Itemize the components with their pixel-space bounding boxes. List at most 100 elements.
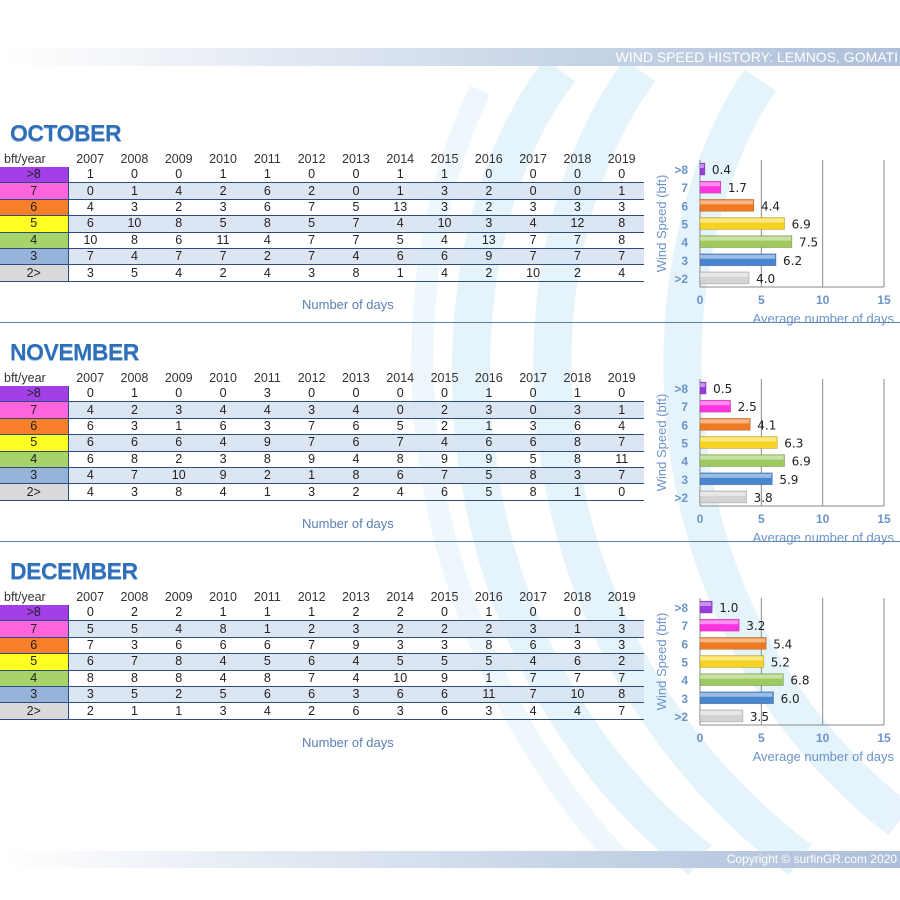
table-cell: 1 (289, 605, 334, 622)
bft-label: 7 (0, 620, 69, 638)
table-cell: 2 (200, 264, 246, 282)
bft-label: 4 (0, 670, 69, 687)
table-cell: 2 (378, 620, 423, 638)
data-label: 7.5 (799, 236, 818, 250)
bar-highlight (700, 473, 772, 478)
table-cell: 4 (156, 620, 201, 638)
table-cell: 0 (599, 483, 644, 501)
table-cell: 5 (466, 467, 511, 485)
table-cell: 8 (245, 670, 290, 687)
table-cell: 2 (68, 702, 113, 720)
table-cell: 4 (68, 467, 113, 485)
y-tick-label: 5 (681, 437, 688, 451)
y-tick-label: 3 (681, 254, 688, 268)
year-header: 2008 (120, 371, 149, 385)
table-cell: 11 (200, 232, 246, 249)
data-label: 5.2 (771, 656, 790, 670)
table-cell: 4 (378, 215, 423, 233)
data-label: 6.0 (781, 692, 800, 706)
bar-highlight (700, 272, 749, 277)
y-tick-label: 5 (681, 218, 688, 232)
table-cell: 0 (555, 182, 600, 200)
table-cell: 4 (555, 702, 600, 720)
table-cell: 0 (510, 401, 556, 419)
table-cell: 9 (333, 637, 379, 655)
table-cell: 8 (112, 670, 157, 687)
bar (699, 655, 765, 668)
table-cell: 7 (510, 232, 556, 249)
x-tick-label: 0 (697, 731, 704, 745)
bar (699, 235, 793, 248)
table-cell: 7 (200, 248, 246, 266)
table-cell: 0 (599, 386, 644, 403)
table-cell: 6 (68, 653, 113, 671)
bar (699, 253, 777, 267)
table-cell: 9 (245, 434, 290, 452)
table-cell: 6 (245, 182, 290, 200)
table-cell: 5 (68, 620, 113, 638)
bar-highlight (700, 218, 784, 223)
bft-year-header: bft/year (4, 590, 46, 604)
table-cell: 0 (510, 386, 556, 403)
year-header: 2019 (607, 371, 636, 385)
table-cell: 3 (68, 686, 113, 704)
table-cell: 6 (289, 686, 334, 704)
bar-highlight (700, 401, 730, 406)
y-tick-label: 3 (681, 473, 688, 487)
table-cell: 7 (510, 248, 556, 266)
table-cell: 6 (510, 637, 556, 655)
bar (699, 472, 773, 486)
month-title: NOVEMBER (10, 339, 139, 365)
table-cell: 0 (156, 386, 201, 403)
y-tick-label: 6 (681, 199, 688, 213)
table-cell: 8 (112, 232, 157, 249)
table-cell: 0 (555, 605, 600, 622)
table-cell: 5 (466, 483, 511, 501)
bar-highlight (700, 383, 706, 388)
table-cell: 1 (245, 620, 290, 638)
table-cell: 7 (422, 467, 467, 485)
table-cell: 8 (599, 232, 644, 249)
bft-label: 7 (0, 182, 69, 200)
table-row: 3 4 7 10 9 2 1 8 6 7 5 8 3 7 (0, 467, 644, 485)
table-cell: 2 (112, 605, 157, 622)
year-header: 2017 (519, 152, 548, 166)
table-cell: 4 (68, 199, 113, 217)
table-cell: 7 (289, 199, 334, 217)
year-header: 2012 (297, 371, 326, 385)
table-cell: 1 (555, 386, 600, 403)
year-header: 2008 (120, 590, 149, 604)
bar-highlight (700, 491, 746, 496)
table-cell: 0 (112, 167, 157, 184)
data-label: 0.4 (712, 163, 731, 177)
table-cell: 7 (333, 215, 379, 233)
table-cell: 4 (378, 483, 423, 501)
table-cell: 7 (289, 637, 334, 655)
table-cell: 8 (333, 467, 379, 485)
days-table: bft/year 2007 2008 2009 2010 2011 2012 2013 2014… (0, 370, 644, 501)
data-label: 6.2 (783, 254, 802, 268)
table-cell: 10 (156, 467, 201, 485)
x-tick-label: 15 (877, 512, 891, 526)
month-title: OCTOBER (10, 120, 122, 146)
table-cell: 1 (112, 702, 157, 720)
table-cell: 8 (555, 451, 600, 468)
table-cell: 4 (200, 434, 246, 452)
table-cell: 9 (422, 451, 467, 468)
table-cell: 8 (156, 670, 201, 687)
month-section-november: NOVEMBER bft/year 2007 2008 2009 2010 2011 2012… (0, 339, 900, 558)
data-label: 3.5 (750, 710, 769, 724)
y-tick-label: 4 (681, 674, 688, 688)
bft-label: 6 (0, 418, 69, 436)
year-header: 2011 (253, 152, 281, 166)
year-header: 2017 (519, 371, 548, 385)
table-cell: 9 (422, 670, 467, 687)
table-cell: 3 (289, 401, 334, 419)
table-row: >8 1 0 0 1 1 0 0 1 1 0 0 0 0 (0, 167, 644, 184)
table-cell: 1 (112, 386, 157, 403)
year-header: 2010 (209, 590, 237, 604)
table-cell: 6 (245, 686, 290, 704)
table-cell: 6 (555, 418, 600, 436)
y-tick-label: 3 (681, 692, 688, 706)
